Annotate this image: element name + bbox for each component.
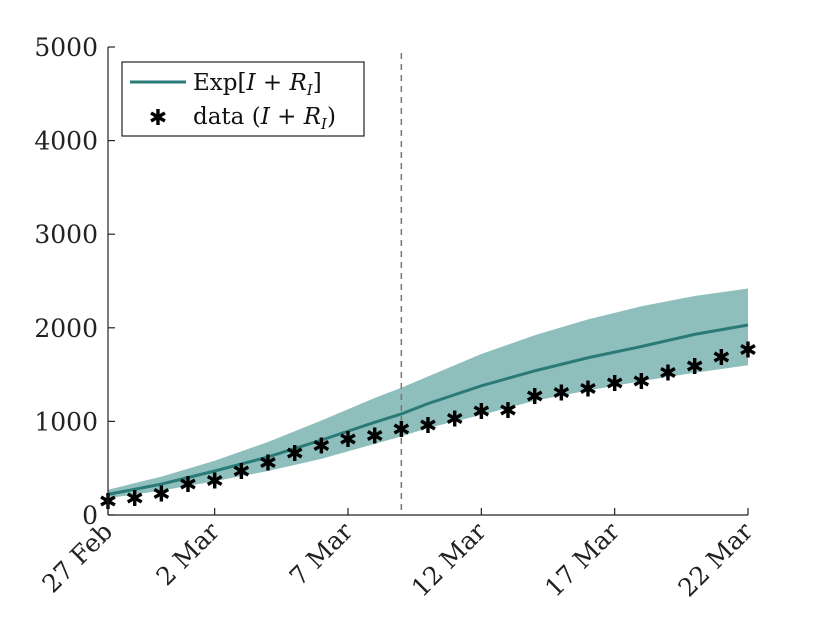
data-point: ✱ xyxy=(419,414,437,439)
legend: Exp[I + RI] ✱ data (I + RI) xyxy=(121,61,365,137)
data-point: ✱ xyxy=(232,460,250,485)
data-point: ✱ xyxy=(259,452,277,477)
data-point: ✱ xyxy=(285,442,303,467)
y-tick-label: 0 xyxy=(82,501,98,530)
data-point: ✱ xyxy=(712,346,730,371)
data-point: ✱ xyxy=(365,424,383,449)
data-point: ✱ xyxy=(659,362,677,387)
data-point: ✱ xyxy=(205,469,223,494)
y-tick-label: 3000 xyxy=(34,220,98,249)
x-tick-label: 17 Mar xyxy=(539,517,625,603)
data-point: ✱ xyxy=(312,435,330,460)
x-tick-label: 22 Mar xyxy=(673,517,759,603)
data-point: ✱ xyxy=(739,338,757,363)
x-tick-label: 7 Mar xyxy=(284,517,358,591)
data-point: ✱ xyxy=(685,355,703,380)
data-point: ✱ xyxy=(525,385,543,410)
data-point: ✱ xyxy=(445,408,463,433)
data-point: ✱ xyxy=(552,381,570,406)
series-line-expected xyxy=(107,323,749,496)
x-tick-label: 12 Mar xyxy=(406,517,492,603)
x-tick-label: 2 Mar xyxy=(150,517,224,591)
y-tick-label: 1000 xyxy=(34,407,98,436)
legend-entry-data: data (I + RI) xyxy=(193,104,336,133)
x-tick-label: 27 Feb xyxy=(37,517,119,599)
data-point: ✱ xyxy=(579,378,597,403)
data-point: ✱ xyxy=(179,473,197,498)
data-point: ✱ xyxy=(472,400,490,425)
y-tick-label: 2000 xyxy=(34,314,98,343)
confidence-band xyxy=(108,288,748,499)
data-point: ✱ xyxy=(152,482,170,507)
data-point: ✱ xyxy=(632,370,650,395)
legend-entry-model: Exp[I + RI] xyxy=(193,70,322,99)
y-tick-label: 4000 xyxy=(34,127,98,156)
data-point: ✱ xyxy=(339,428,357,453)
legend-swatch-marker: ✱ xyxy=(149,106,167,131)
data-point: ✱ xyxy=(499,399,517,424)
y-tick-label: 5000 xyxy=(34,33,98,62)
data-point: ✱ xyxy=(605,372,623,397)
data-point: ✱ xyxy=(125,487,143,512)
plot-area: ✱ ✱ ✱ ✱ ✱ ✱ ✱ ✱ ✱ ✱ ✱ ✱ ✱ ✱ ✱ ✱ ✱ ✱ ✱ ✱ ✱ ✱ ✱ ✱ ✱ xyxy=(99,53,757,515)
data-point: ✱ xyxy=(392,418,410,443)
legend-box xyxy=(121,61,365,137)
